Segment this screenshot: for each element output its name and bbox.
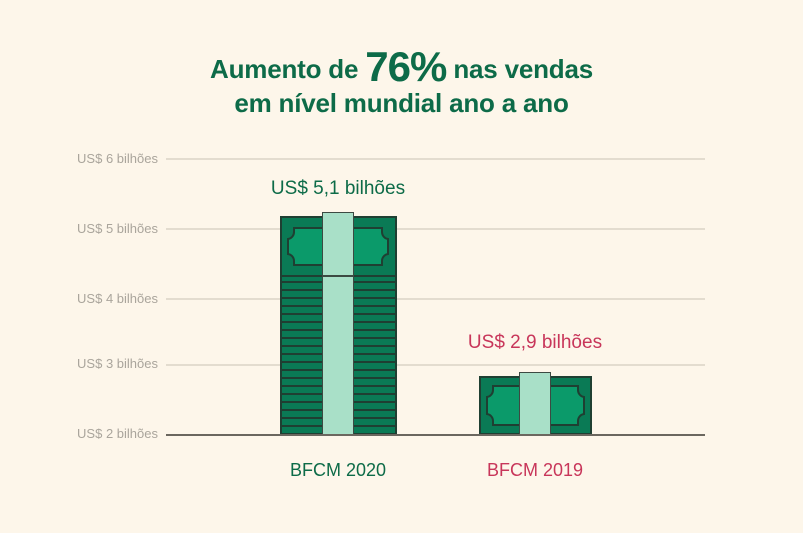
y-tick-2: US$ 2 bilhões: [77, 426, 158, 441]
bar-2019-value-label: US$ 2,9 bilhões: [467, 332, 603, 353]
x-axis-baseline: [166, 434, 705, 436]
category-label-2020: BFCM 2020: [289, 460, 387, 480]
bar-2019: [479, 372, 592, 435]
category-label-2019: BFCM 2019: [486, 460, 584, 480]
gridline-6: [166, 158, 705, 160]
title-line-2: em nível mundial ano a ano: [234, 88, 569, 118]
bill-strap-icon: [322, 212, 354, 435]
bar-2020: [280, 212, 397, 435]
y-tick-5: US$ 5 bilhões: [77, 221, 158, 236]
y-tick-6: US$ 6 bilhões: [77, 151, 158, 166]
bill-strap-icon: [519, 372, 551, 435]
title-line-1: Aumento de 76% nas vendas: [210, 43, 593, 90]
gridline-3: [166, 364, 705, 366]
gridline-5: [166, 228, 705, 230]
percent-highlight: 76%: [365, 43, 447, 90]
y-tick-3: US$ 3 bilhões: [77, 356, 158, 371]
bar-2020-value-label: US$ 5,1 bilhões: [270, 178, 406, 199]
strap-divider: [322, 275, 354, 277]
y-tick-4: US$ 4 bilhões: [77, 291, 158, 306]
chart-title: Aumento de 76% nas vendas em nível mundi…: [0, 43, 803, 120]
gridline-4: [166, 298, 705, 300]
